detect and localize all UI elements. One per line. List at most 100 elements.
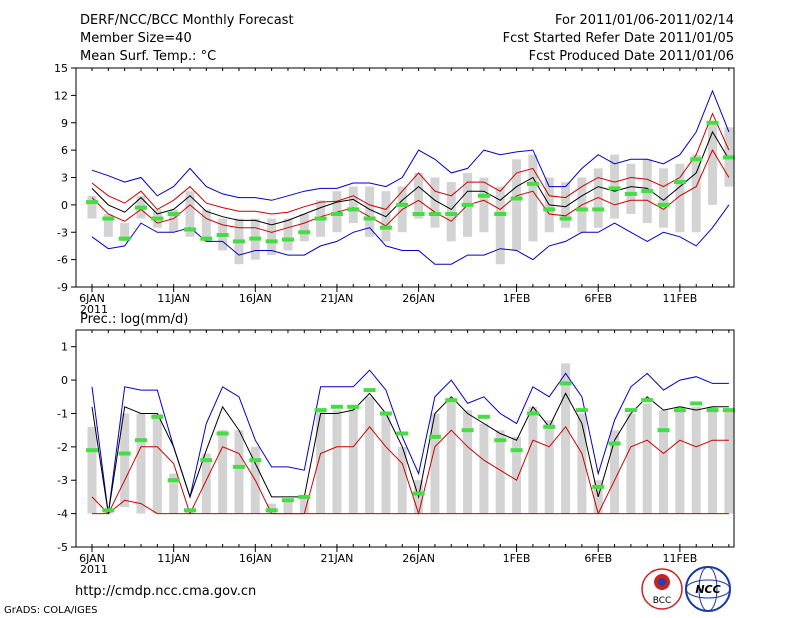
prec-ensemble-box — [528, 406, 538, 514]
prec-min-line — [92, 499, 729, 515]
prec-ytick-label: -3 — [57, 474, 68, 487]
temp-ensemble-box — [87, 195, 97, 219]
temp-observed-marker — [396, 202, 409, 207]
temp-observed-marker — [592, 207, 605, 212]
prec-ensemble-box — [152, 413, 162, 514]
prec-ensemble-box — [316, 410, 326, 514]
prec-ytick-label: -1 — [57, 407, 68, 420]
temp-ensemble-box — [479, 177, 489, 233]
temp-ensemble-box — [430, 177, 440, 228]
prec-xtick-label: 1FEB — [503, 552, 531, 565]
prec-observed-marker — [657, 428, 670, 433]
temp-observed-marker — [379, 225, 392, 230]
temp-observed-marker — [706, 120, 719, 125]
prec-observed-marker — [167, 478, 180, 483]
prec-xtick-label: 11JAN — [157, 552, 190, 565]
temp-min-line — [91, 204, 730, 265]
temp-observed-marker — [477, 193, 490, 198]
prec-ensemble-box — [234, 430, 244, 514]
temp-ensemble-box — [708, 122, 718, 205]
prec-ensemble-box — [283, 500, 293, 514]
temp-observed-marker — [575, 207, 588, 212]
prec-observed-marker — [200, 458, 213, 463]
prec-observed-marker — [543, 424, 556, 429]
prec-observed-marker — [363, 388, 376, 393]
prec-observed-marker — [216, 431, 229, 436]
ncc-logo-latitude — [685, 579, 731, 599]
temp-ensemble-box — [348, 186, 358, 224]
temp-ensemble-box — [283, 218, 293, 251]
temp-xtick-label: 6FEB — [584, 292, 612, 305]
temp-observed-marker — [167, 212, 180, 216]
ncc-logo-meridian — [698, 566, 718, 612]
prec-observed-marker — [477, 414, 490, 419]
temp-xtick-label: 16JAN — [239, 292, 272, 305]
prec-observed-marker — [265, 508, 278, 513]
prec-observed-marker — [510, 448, 523, 453]
temp-ensemble-box — [446, 182, 456, 242]
prec-observed-marker — [494, 438, 507, 443]
temp-xtick-label: 26JAN — [402, 292, 435, 305]
prec-observed-marker — [298, 494, 311, 499]
temp-observed-marker — [526, 181, 539, 186]
temp-ensemble-box — [512, 159, 522, 251]
temp-ytick-label: 0 — [61, 199, 68, 212]
temp-frame — [75, 67, 735, 288]
temp-ensemble-box — [201, 209, 211, 242]
temp-ytick-label: -3 — [57, 226, 68, 239]
temp-observed-marker — [265, 239, 278, 244]
prec-ensemble-box — [446, 400, 456, 514]
temp-observed-marker — [86, 200, 98, 205]
temp-ytick-label: 15 — [54, 62, 68, 75]
prec-ensemble-box — [463, 410, 473, 514]
prec-xtick-label: 11FEB — [662, 552, 697, 565]
prec-observed-marker — [461, 428, 474, 433]
prec-ytick-label: -5 — [57, 541, 68, 554]
temp-observed-marker — [281, 237, 294, 242]
temp-xtick-label: 11FEB — [662, 292, 697, 305]
prec-observed-marker — [347, 404, 360, 409]
temp-ensemble-box — [169, 209, 179, 233]
prec-ensemble-box — [381, 413, 391, 514]
temp-ensemble-box — [299, 214, 309, 242]
prec-mean-line — [91, 392, 729, 514]
prec-xtick-label: 6FEB — [584, 552, 612, 565]
temp-observed-marker — [461, 202, 474, 207]
prec-observed-marker — [706, 408, 719, 413]
prec-xtick-label: 26JAN — [402, 552, 435, 565]
temp-ytick-label: 12 — [54, 89, 68, 102]
prec-observed-marker — [151, 414, 164, 419]
prec-ensemble-box — [332, 410, 342, 514]
temp-ensemble-box — [675, 163, 685, 233]
header-variable: Mean Surf. Temp.: °C — [80, 49, 216, 64]
prec-ensemble-box — [120, 413, 130, 507]
prec-observed-marker — [232, 464, 245, 469]
grads-credit: GrADS: COLA/IGES — [4, 605, 98, 616]
prec-observed-marker — [559, 381, 572, 386]
prec-ensemble-box — [626, 413, 636, 514]
prec-ensemble-box — [136, 413, 146, 514]
footer-url: http://cmdp.ncc.cma.gov.cn — [75, 584, 256, 599]
bcc-logo: BCC — [641, 568, 683, 610]
temp-ensemble-box — [495, 186, 505, 265]
temp-ytick-label: 3 — [61, 172, 68, 185]
temp-ensemble-box — [103, 214, 113, 237]
temp-xtick-label: 21JAN — [321, 292, 354, 305]
ncc-logo: NCC — [685, 566, 731, 612]
temp-xtick-label: 1FEB — [503, 292, 531, 305]
header-produced-date: Fcst Produced Date 2011/01/06 — [529, 49, 734, 64]
temp-xtick-label: 2011 — [80, 303, 108, 316]
prec-ensemble-box — [724, 410, 734, 514]
temp-ensemble-box — [267, 218, 277, 256]
header-member-size: Member Size=40 — [80, 31, 192, 46]
temp-observed-marker — [641, 189, 654, 194]
prec-ytick-label: 1 — [61, 341, 68, 354]
prec-xtick-label: 2011 — [80, 563, 108, 576]
temp-observed-marker — [657, 202, 670, 207]
temp-observed-marker — [232, 239, 245, 244]
prec-ensemble-box — [169, 473, 179, 514]
temp-observed-marker — [690, 157, 703, 162]
temp-ytick-label: 9 — [61, 117, 68, 130]
